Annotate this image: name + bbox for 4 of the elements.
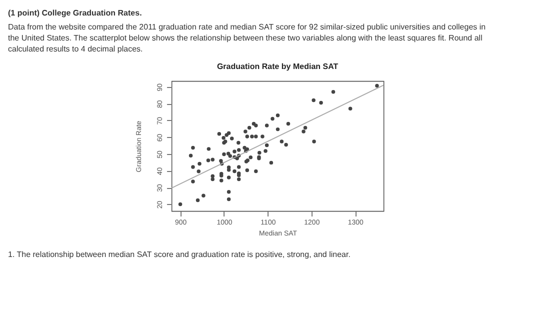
text: (1 point) College Graduation Rates. [8,8,142,18]
text: Data from the website compared the 2011 graduation rate and median SAT score for 92 similar-sized public universities and colleges in the United States. The scatterplot below shows the relationship between these two variables along with the least squares fit. Round all calculated results to 4 decimal places. [8,22,486,54]
text: 1. The relationship between median SAT score and graduation rate is positive, strong, and linear. [8,250,350,259]
chart-title: Graduation Rate by Median SAT [216,62,338,71]
